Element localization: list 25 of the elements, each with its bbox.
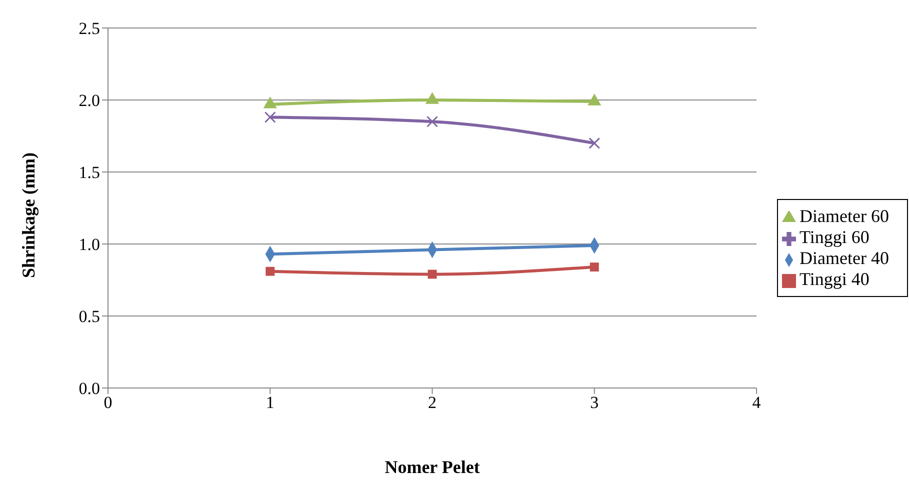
x-tick-label: 2 bbox=[428, 393, 437, 412]
y-tick-label: 1.5 bbox=[78, 163, 100, 182]
legend-label: Tinggi 40 bbox=[800, 269, 870, 289]
y-tick-label: 2.0 bbox=[78, 91, 100, 110]
x-tick-label: 4 bbox=[752, 393, 762, 412]
legend-label: Diameter 40 bbox=[800, 248, 889, 268]
point bbox=[425, 92, 440, 104]
y-tick-label: 0.0 bbox=[78, 379, 100, 398]
x-axis-title: Nomer Pelet bbox=[384, 457, 480, 477]
point bbox=[426, 116, 438, 128]
point bbox=[590, 262, 599, 272]
y-tick-label: 1.0 bbox=[78, 235, 100, 254]
x-tick-label: 0 bbox=[104, 393, 112, 412]
point bbox=[266, 266, 275, 276]
x-tick-label: 3 bbox=[590, 393, 599, 412]
point bbox=[263, 96, 277, 108]
point bbox=[428, 270, 437, 279]
legend-label: Diameter 60 bbox=[800, 206, 889, 226]
point bbox=[588, 94, 602, 106]
point bbox=[588, 137, 600, 149]
y-tick-label: 0.5 bbox=[78, 307, 100, 326]
y-axis-title: Shrinkage (mm) bbox=[18, 152, 38, 278]
y-tick-label: 2.5 bbox=[78, 19, 100, 38]
legend-label: Tinggi 60 bbox=[800, 227, 870, 247]
x-tick-label: 1 bbox=[266, 393, 274, 412]
